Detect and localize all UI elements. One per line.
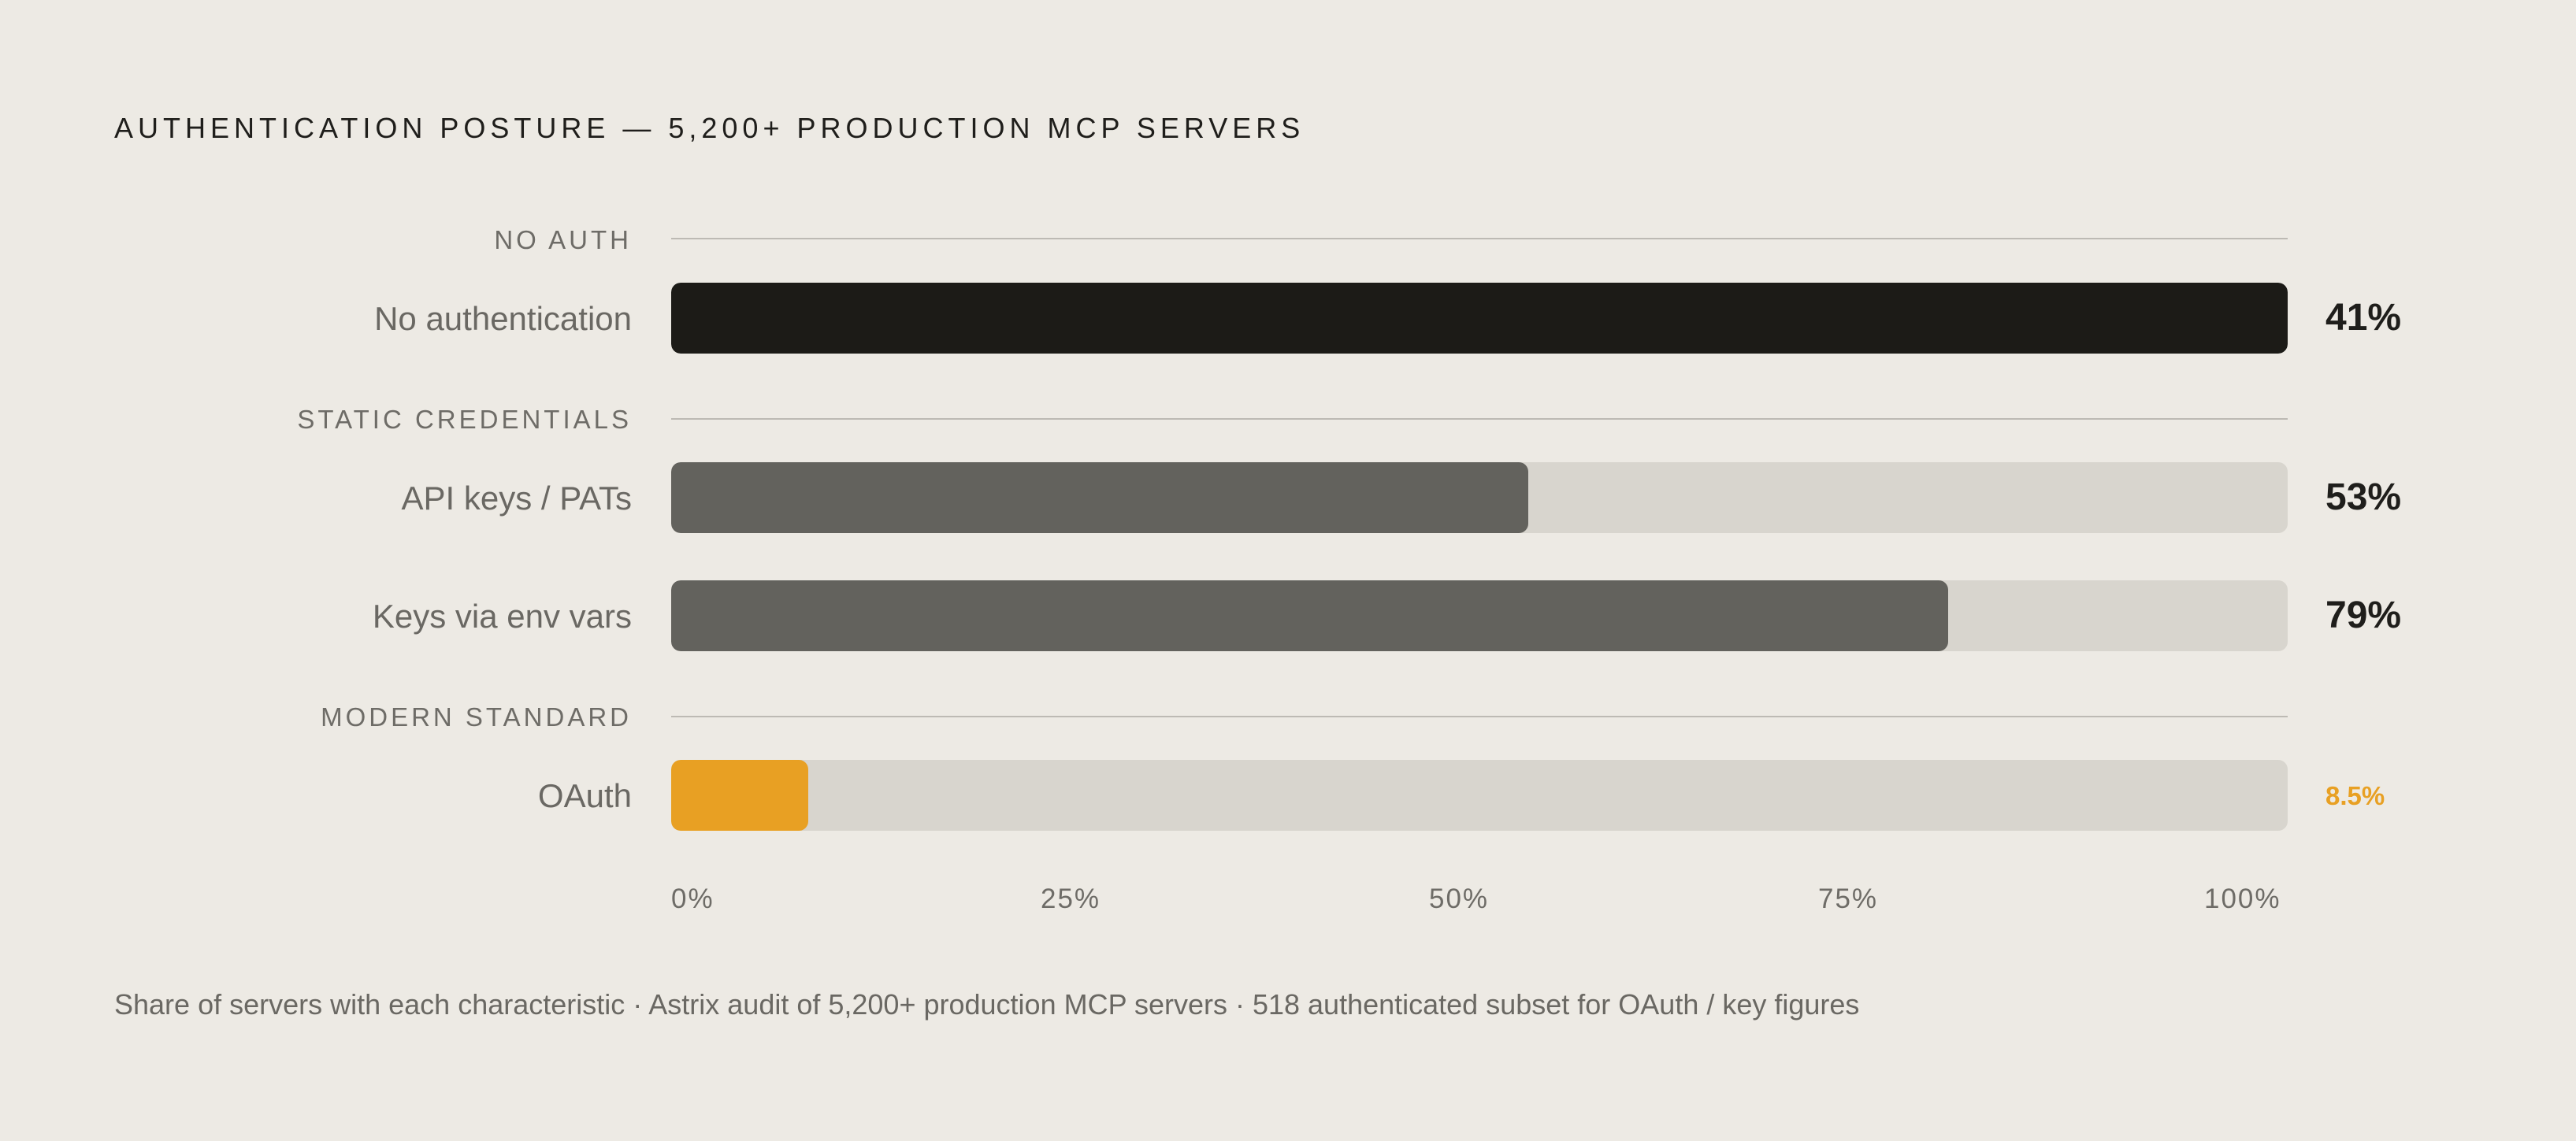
row-label-api-keys-pats: API keys / PATs (401, 480, 632, 517)
value-label-oauth: 8.5% (2325, 781, 2385, 810)
bar-track-keys-via-env-vars (671, 580, 2288, 651)
bar-keys-via-env-vars (671, 580, 1949, 651)
value-label-api-keys-pats: 53% (2325, 476, 2402, 518)
value-label-no-authentication: 41% (2325, 297, 2402, 339)
group-rule-modern-standard (671, 716, 2288, 717)
x-tick-label: 75% (1818, 884, 1879, 914)
bar-track-api-keys-pats (671, 462, 2288, 533)
x-tick-label: 25% (1041, 884, 1101, 914)
bar-oauth (671, 760, 809, 831)
group-rule-no-auth (671, 238, 2288, 239)
bar-track-no-authentication (671, 283, 2288, 354)
bar-api-keys-pats (671, 462, 1528, 533)
chart-footnote: Share of servers with each characteristi… (114, 988, 1860, 1021)
x-tick-label: 50% (1429, 884, 1490, 914)
row-label-keys-via-env-vars: Keys via env vars (372, 598, 632, 635)
group-label-no-auth: NO AUTH (494, 225, 632, 254)
row-label-oauth: OAuth (537, 777, 632, 814)
x-tick-label: 100% (2204, 884, 2281, 914)
row-label-no-authentication: No authentication (374, 300, 632, 337)
x-tick-label: 0% (671, 884, 715, 914)
group-label-static-credentials: STATIC CREDENTIALS (297, 405, 632, 434)
value-label-keys-via-env-vars: 79% (2325, 595, 2402, 636)
group-rule-static-credentials (671, 418, 2288, 420)
group-label-modern-standard: MODERN STANDARD (321, 702, 632, 732)
bar-track-oauth (671, 760, 2288, 831)
bar-no-authentication (671, 283, 2288, 354)
chart-title: AUTHENTICATION POSTURE — 5,200+ PRODUCTI… (114, 112, 1305, 144)
